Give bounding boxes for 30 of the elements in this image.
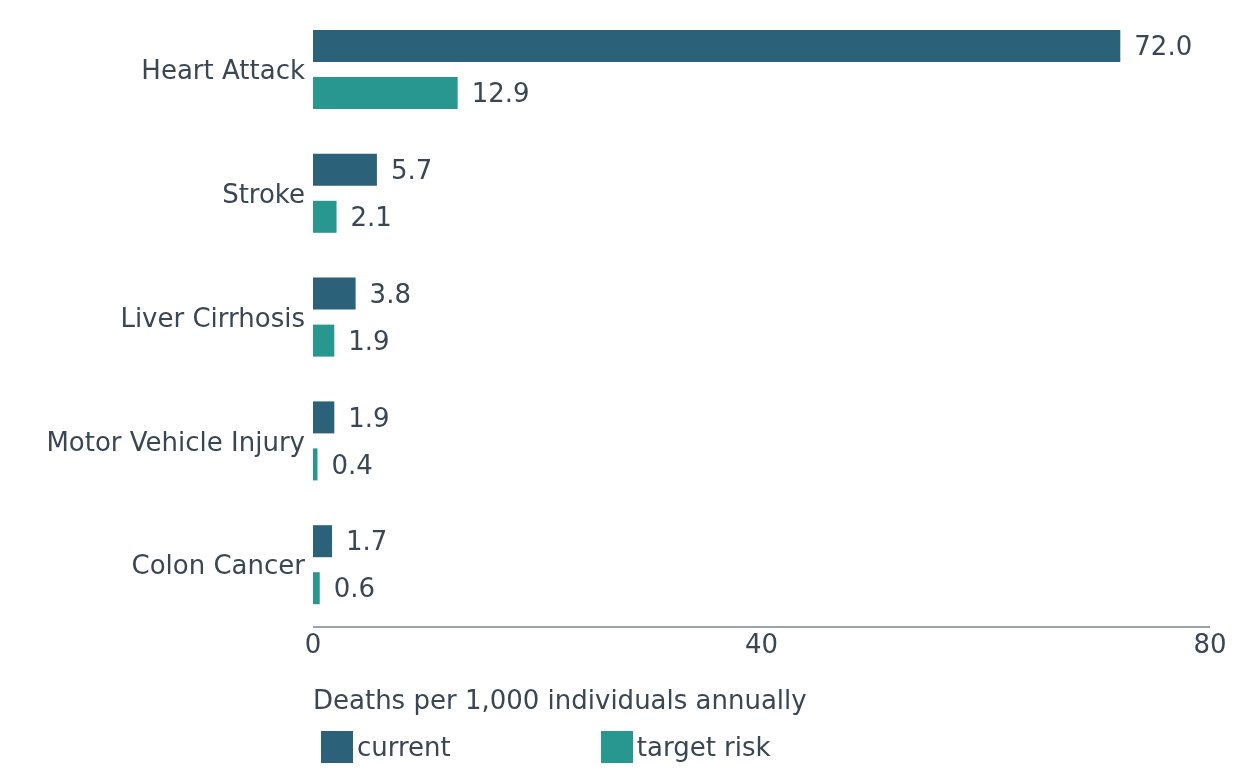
data-label: 1.7 <box>346 526 388 557</box>
y-tick-label: Heart Attack <box>141 55 305 86</box>
bar <box>313 401 335 434</box>
data-label: 2.1 <box>350 202 392 233</box>
bar <box>313 525 333 558</box>
x-tick-label: 40 <box>744 629 779 660</box>
bar <box>313 77 458 109</box>
data-label: 1.9 <box>348 325 390 356</box>
y-tick-label: Motor Vehicle Injury <box>46 426 305 457</box>
bar <box>313 153 377 186</box>
bar <box>313 277 356 310</box>
bar <box>313 572 320 605</box>
bar <box>313 200 337 233</box>
x-tick-label: 0 <box>304 629 322 660</box>
bar <box>313 324 335 357</box>
data-label: 12.9 <box>471 78 530 109</box>
legend-label: target risk <box>636 732 771 762</box>
y-tick-label: Colon Cancer <box>131 550 306 581</box>
data-label: 0.4 <box>331 449 373 480</box>
data-label: 3.8 <box>369 278 411 309</box>
y-tick-label: Liver Cirrhosis <box>120 302 305 333</box>
data-label: 0.6 <box>333 573 376 604</box>
y-tick-label: Stroke <box>222 178 305 209</box>
data-label: 1.9 <box>348 402 390 433</box>
x-tick-label: 80 <box>1193 629 1227 660</box>
data-label: 72.0 <box>1134 31 1193 62</box>
data-label: 5.7 <box>390 155 433 186</box>
x-axis-title: Deaths per 1,000 individuals annually <box>313 685 807 715</box>
legend-label: current <box>357 732 451 762</box>
bar <box>313 30 1121 62</box>
